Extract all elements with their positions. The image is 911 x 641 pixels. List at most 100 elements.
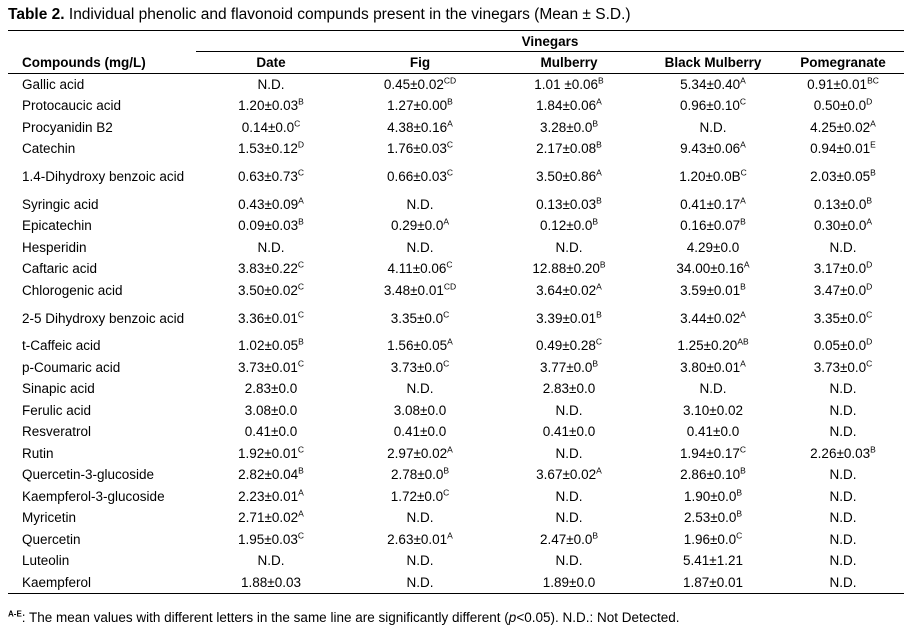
value-text: N.D. bbox=[406, 239, 434, 255]
significance-letter: B bbox=[592, 118, 599, 129]
value-text: 34.00±0.16 bbox=[676, 261, 744, 277]
compound-name-cell: Syringic acid bbox=[22, 196, 99, 212]
value-text: 0.63±0.73 bbox=[237, 169, 298, 184]
compound-name-cell: Kaempferol bbox=[8, 571, 196, 594]
value-cell: 0.29±0.0A bbox=[346, 215, 494, 237]
compound-name-cell: Catechin bbox=[22, 141, 76, 157]
value-text: 3.73±0.0 bbox=[390, 359, 444, 375]
value-text: 2.63±0.01 bbox=[387, 531, 448, 547]
caption-text: Individual phenolic and flavonoid compun… bbox=[64, 6, 631, 23]
compound-name-cell: Kaempferol-3-glucoside bbox=[22, 488, 165, 504]
value-text: 2.97±0.02 bbox=[387, 445, 448, 461]
table-row: Resveratrol 0.41±0.0 0.41±0.0 0.41±0.0 0.41±… bbox=[8, 421, 904, 443]
value-text: 0.14±0.0 bbox=[241, 119, 295, 135]
value-cell: N.D. bbox=[346, 571, 494, 594]
table-row: Ferulic acid 3.08±0.0 3.08±0.0 N.D. 3.10±0.0… bbox=[8, 400, 904, 422]
value-cell: 0.41±0.0 bbox=[644, 421, 782, 443]
value-cell: 1.96±0.0C bbox=[644, 529, 782, 551]
value-cell: 3.17±0.0D bbox=[782, 258, 904, 280]
value-cell: 2.23±0.01A bbox=[196, 486, 346, 508]
value-text: N.D. bbox=[555, 510, 583, 526]
value-text: N.D. bbox=[406, 574, 434, 590]
significance-letter: B bbox=[740, 465, 746, 476]
value-cell: 4.29±0.0 bbox=[644, 237, 782, 259]
value-cell: 3.47±0.0D bbox=[782, 280, 904, 302]
group-header-vinegars: Vinegars bbox=[196, 30, 904, 52]
significance-letter: C bbox=[297, 309, 305, 319]
value-text: 0.43±0.09 bbox=[238, 196, 299, 212]
value-text: 3.39±0.01 bbox=[536, 310, 597, 326]
table-row: 1.4-Dihydroxy benzoic acid 0.63±0.73C 0.66… bbox=[8, 160, 904, 194]
value-cell: N.D. bbox=[494, 486, 644, 508]
table-row: Catechin 1.53±0.12D 1.76±0.03C 2.17±0.08B 9.… bbox=[8, 138, 904, 160]
value-cell: 3.73±0.01C bbox=[196, 357, 346, 379]
significance-letter: C bbox=[446, 259, 453, 270]
value-text: N.D. bbox=[555, 239, 583, 255]
value-text: 5.34±0.40 bbox=[680, 77, 741, 92]
value-cell: N.D. bbox=[494, 400, 644, 422]
value-text: 0.29±0.0 bbox=[390, 218, 444, 234]
value-cell: N.D. bbox=[346, 507, 494, 529]
value-text: N.D. bbox=[829, 488, 857, 504]
significance-letter: A bbox=[596, 281, 602, 292]
value-cell: 1.95±0.03C bbox=[196, 529, 346, 551]
significance-letter: C bbox=[866, 358, 873, 369]
value-cell: 3.64±0.02A bbox=[494, 280, 644, 302]
value-text: 0.16±0.07 bbox=[680, 218, 741, 234]
significance-letter: D bbox=[297, 139, 305, 150]
value-cell: 3.08±0.0 bbox=[196, 400, 346, 422]
value-text: 1.84±0.06 bbox=[536, 98, 597, 114]
significance-letter: A bbox=[298, 508, 304, 519]
footnote-text-before: : The mean values with different letters… bbox=[21, 610, 509, 625]
value-text: 1.27±0.00 bbox=[387, 98, 448, 114]
compound-name-cell: 2-5 Dihydroxy benzoic acid bbox=[22, 310, 185, 326]
value-text: 2.03±0.05 bbox=[810, 169, 871, 184]
value-cell: 1.27±0.00B bbox=[346, 95, 494, 117]
value-cell: 3.50±0.02C bbox=[196, 280, 346, 302]
value-text: 0.12±0.0 bbox=[539, 218, 593, 234]
value-text: N.D. bbox=[829, 402, 857, 418]
value-text: 3.59±0.01 bbox=[680, 282, 741, 298]
value-text: 0.66±0.03 bbox=[386, 169, 447, 184]
value-text: N.D. bbox=[555, 402, 583, 418]
significance-letter: B bbox=[596, 139, 602, 150]
significance-letter: C bbox=[294, 118, 301, 129]
value-text: 4.25±0.02 bbox=[810, 119, 871, 135]
compound-name-cell: Rutin bbox=[22, 445, 54, 461]
value-cell: 2.71±0.02A bbox=[196, 507, 346, 529]
value-text: 3.36±0.01 bbox=[237, 310, 298, 326]
value-cell: 0.13±0.0B bbox=[782, 194, 904, 216]
value-cell: 34.00±0.16A bbox=[644, 258, 782, 280]
value-cell: 3.28±0.0B bbox=[494, 117, 644, 139]
significance-letter: A bbox=[740, 195, 746, 206]
value-text: 2.83±0.0 bbox=[542, 381, 596, 397]
significance-letter: C bbox=[740, 167, 747, 178]
value-text: 9.43±0.06 bbox=[680, 141, 741, 157]
value-text: N.D. bbox=[829, 510, 857, 526]
significance-letter: A bbox=[447, 118, 453, 129]
value-cell: 1.94±0.17C bbox=[644, 443, 782, 465]
value-cell: 1.92±0.01C bbox=[196, 443, 346, 465]
value-cell: 1.87±0.01 bbox=[644, 571, 782, 594]
value-text: 0.13±0.0 bbox=[813, 196, 867, 212]
value-text: 3.17±0.0 bbox=[813, 261, 867, 277]
value-cell: N.D. bbox=[782, 529, 904, 551]
value-text: 0.94±0.01 bbox=[810, 141, 871, 157]
value-cell: 0.96±0.10C bbox=[644, 95, 782, 117]
value-cell: 3.36±0.01C bbox=[196, 301, 346, 335]
value-cell: 1.88±0.03 bbox=[196, 571, 346, 594]
compound-name-cell: Protocaucic acid bbox=[22, 98, 122, 114]
significance-letter: B bbox=[298, 465, 304, 476]
value-cell: 3.10±0.02 bbox=[644, 400, 782, 422]
value-cell: N.D. bbox=[782, 464, 904, 486]
significance-letter: A bbox=[447, 444, 453, 455]
significance-letter: A bbox=[443, 216, 450, 227]
value-text: 1.89±0.0 bbox=[542, 574, 596, 590]
value-text: 0.13±0.03 bbox=[536, 196, 597, 212]
value-text: 3.73±0.01 bbox=[237, 359, 298, 375]
value-cell: N.D. bbox=[782, 507, 904, 529]
value-text: 3.44±0.02 bbox=[680, 310, 741, 326]
value-text: 3.10±0.02 bbox=[683, 402, 743, 418]
significance-letter: A bbox=[596, 96, 602, 107]
compounds-table: Vinegars Compounds (mg/L) Date Fig Mulbe… bbox=[8, 30, 904, 594]
